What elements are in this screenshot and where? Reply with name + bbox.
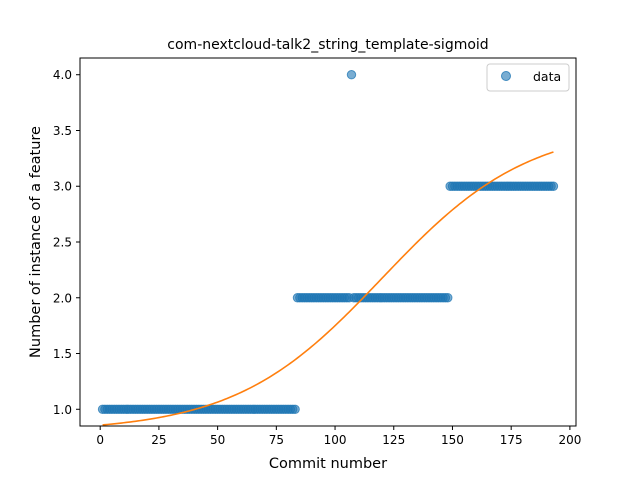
x-tick-label: 50: [210, 433, 225, 447]
curve-layer: [102, 151, 554, 426]
y-axis-label: Number of instance of a feature: [28, 126, 44, 358]
legend-box: [486, 63, 570, 92]
x-tick-label: 100: [324, 433, 347, 447]
y-tick-label: 4.0: [53, 68, 72, 82]
x-tick-label: 200: [558, 433, 581, 447]
x-tick-label: 75: [269, 433, 284, 447]
legend-label-data: data: [533, 69, 561, 84]
x-tick-label: 175: [500, 433, 523, 447]
x-tick-label: 25: [151, 433, 166, 447]
axes-frame: [79, 57, 577, 427]
points-layer: [97, 70, 559, 414]
sigmoid-fit-line: [102, 151, 554, 426]
data-point: [346, 70, 357, 80]
data-point: [548, 181, 559, 191]
x-axis-label: Commit number: [269, 456, 387, 472]
x-tick-label: 150: [441, 433, 464, 447]
chart-title: com-nextcloud-talk2_string_template-sigm…: [167, 37, 488, 53]
x-tick-label: 125: [382, 433, 405, 447]
y-tick-label: 3.0: [53, 180, 72, 194]
y-tick-label: 1.0: [53, 403, 72, 417]
y-tick-label: 1.5: [53, 347, 72, 361]
data-point: [290, 404, 300, 414]
y-tick-label: 3.5: [53, 124, 72, 138]
legend: data: [486, 63, 570, 92]
y-tick-label: 2.0: [53, 291, 72, 305]
data-point: [443, 293, 453, 303]
legend-marker-data: [501, 71, 511, 81]
x-tick-label: 0: [96, 433, 104, 447]
ticks-layer: 0 25 50 75 100 125 150 175 200 1.0 1.5 2.0 2.5 3.0 3.5…: [53, 68, 581, 447]
y-tick-label: 2.5: [53, 236, 72, 250]
